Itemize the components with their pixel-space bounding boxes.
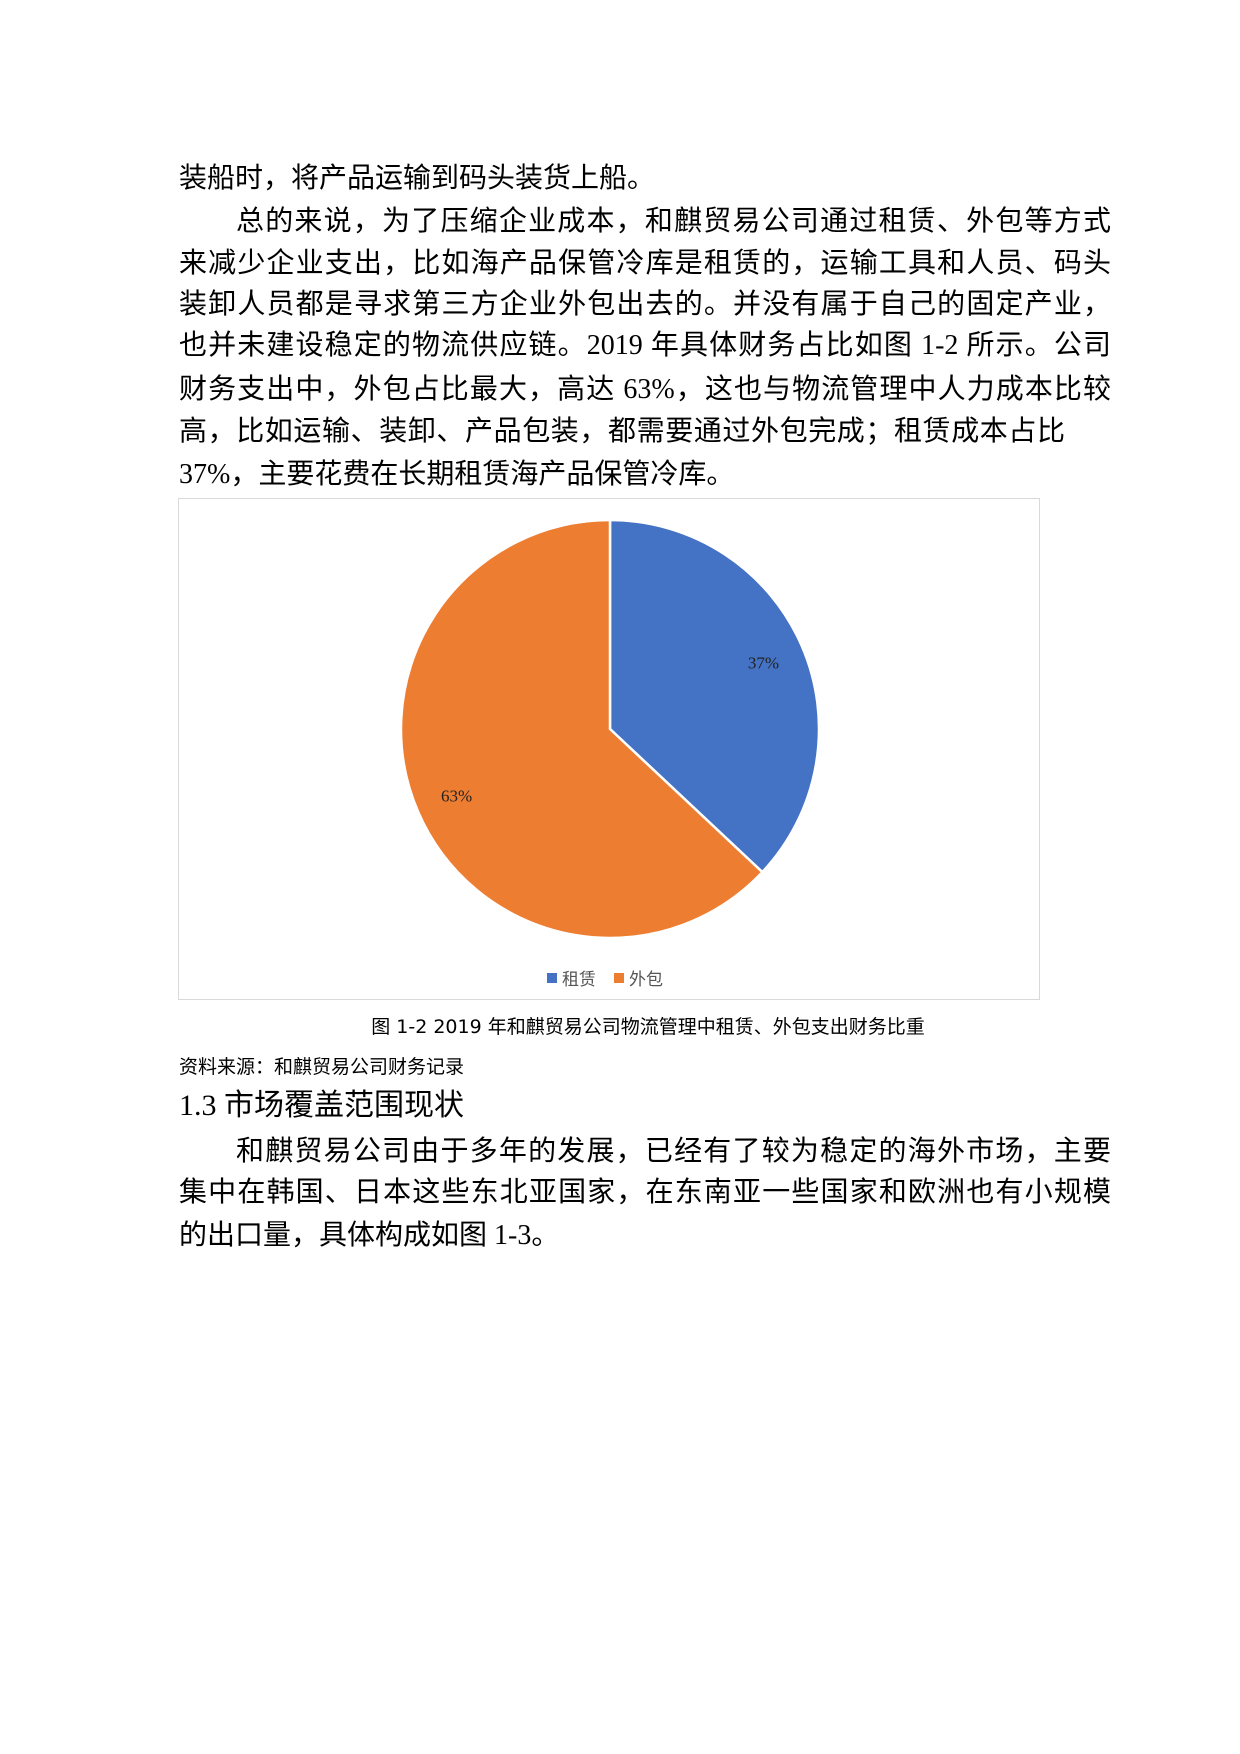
legend-swatch	[547, 973, 557, 983]
figure-source: 资料来源：和麒贸易公司财务记录	[179, 1056, 465, 1078]
text-line: 来减少企业支出，比如海产品保管冷库是租赁的，运输工具和人员、码头	[179, 248, 1111, 279]
data-label: 37%	[748, 654, 779, 673]
text-line: 的出口量，具体构成如图 1-3。	[179, 1220, 560, 1251]
data-label: 63%	[441, 786, 472, 805]
figure-caption: 图 1-2 2019 年和麒贸易公司物流管理中租赁、外包支出财务比重	[371, 1016, 925, 1038]
pie-chart: 37% 63% 租赁 外包	[178, 498, 1040, 1000]
pie-slice-1	[608, 518, 821, 874]
text-line: 也并未建设稳定的物流供应链。2019 年具体财务占比如图 1-2 所示。公司	[179, 330, 1111, 361]
text-line: 财务支出中，外包占比最大，高达 63%，这也与物流管理中人力成本比较	[179, 374, 1111, 405]
legend-swatch	[614, 973, 624, 983]
pie-slice-2	[399, 518, 765, 940]
legend-label: 租赁	[562, 970, 596, 990]
text-line: 总的来说，为了压缩企业成本，和麒贸易公司通过租赁、外包等方式	[236, 206, 1111, 237]
pie-chart-svg: 37% 63% 租赁 外包	[399, 518, 821, 990]
text-line: 装卸人员都是寻求第三方企业外包出去的。并没有属于自己的固定产业，	[179, 289, 1111, 320]
text-line: 集中在韩国、日本这些东北亚国家，在东南亚一些国家和欧洲也有小规模	[179, 1177, 1111, 1208]
text-line: 37%，主要花费在长期租赁海产品保管冷库。	[179, 459, 735, 490]
legend-label: 外包	[629, 970, 663, 990]
text-line: 高，比如运输、装卸、产品包装，都需要通过外包完成；租赁成本占比	[179, 416, 1066, 447]
text-line: 装船时，将产品运输到码头装货上船。	[179, 163, 656, 194]
text-line: 和麒贸易公司由于多年的发展，已经有了较为稳定的海外市场，主要	[236, 1136, 1111, 1167]
section-heading: 1.3 市场覆盖范围现状	[179, 1089, 464, 1122]
